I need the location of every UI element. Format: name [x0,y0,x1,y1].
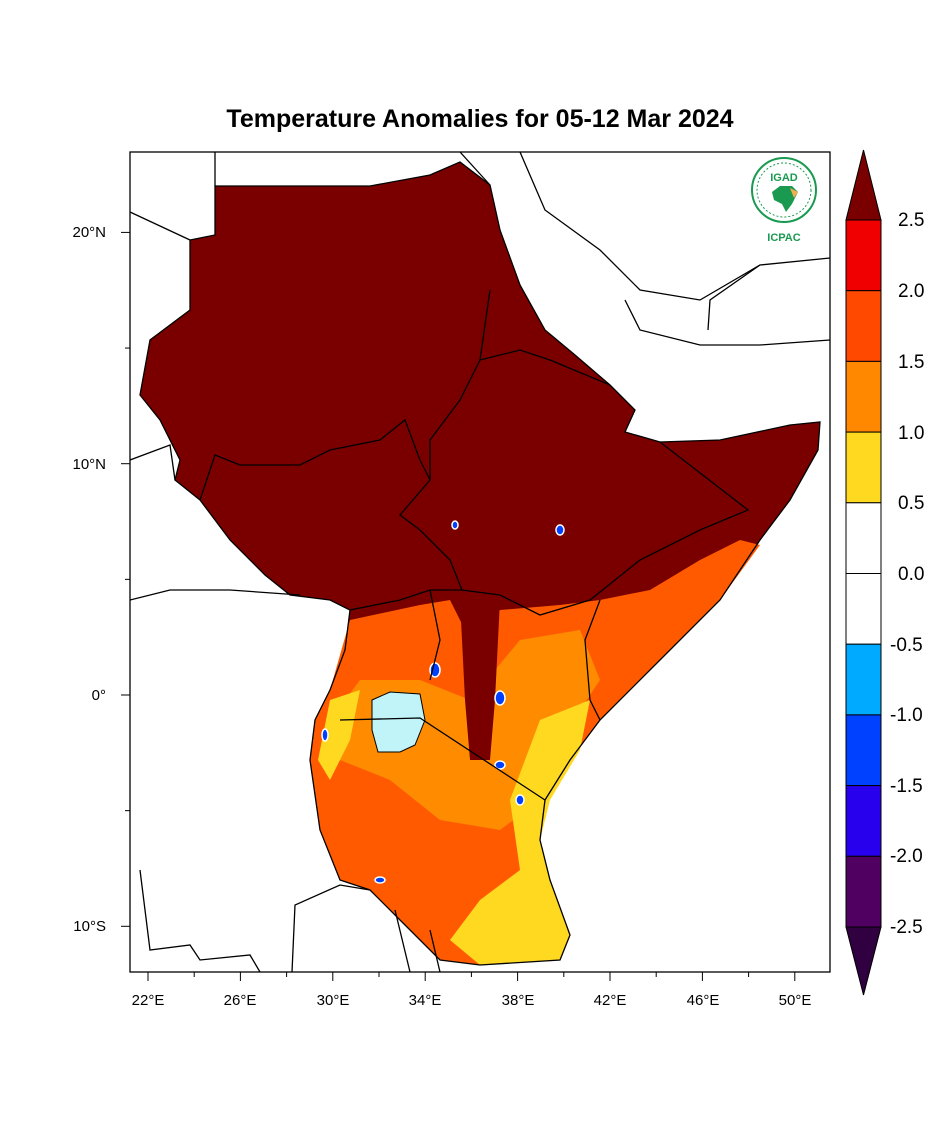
anomaly-region-rift-dark [460,600,500,760]
colorbar-label: -1.0 [890,705,923,726]
x-tick-label: 22°E [132,992,165,1009]
colorbar-segment [845,855,882,928]
colorbar-label: 2.5 [898,210,924,231]
y-tick-label: 20°N [72,224,106,241]
colorbar-label: 2.0 [898,281,924,302]
y-tick-label: 0° [92,687,106,704]
x-tick-label: 26°E [224,992,257,1009]
colorbar-label: 0.5 [898,493,924,514]
colorbar-segment [845,785,882,857]
map-area [130,152,830,972]
plot-frame [129,151,831,973]
y-tick-label: 10°S [73,918,106,935]
colorbar-segment [845,290,882,362]
anomaly-region-dark-red [140,162,820,965]
anomaly-region-yellow-west [318,690,360,780]
x-tick-label: 50°E [779,992,812,1009]
colorbar-label: -2.0 [890,846,923,867]
colorbar-segment [845,573,882,645]
colorbar-segment [845,502,882,574]
colorbar [845,149,882,996]
colorbar-label: -2.5 [890,917,923,938]
x-tick-label: 42°E [594,992,627,1009]
lake-victoria [371,691,426,753]
map-title: Temperature Anomalies for 05-12 Mar 2024 [226,105,734,133]
x-axis-labels: 22°E 26°E 30°E 34°E 38°E 42°E 46°E 50°E [132,992,812,1009]
logo-text-icpac: ICPAC [767,232,800,244]
colorbar-lower-arrow [845,926,882,996]
colorbar-segment [845,643,882,716]
y-tick-label: 10°N [72,456,106,473]
colorbar-label: 1.0 [898,423,924,444]
y-axis-labels: 20°N 10°N 0° 10°S [72,224,106,935]
colorbar-segment [845,431,882,504]
x-tick-label: 46°E [687,992,720,1009]
x-tick-label: 34°E [409,992,442,1009]
axis-ticks [121,231,796,981]
colorbar-label: -0.5 [890,635,923,656]
colorbar-segment [845,219,882,292]
anomaly-region-yellow [450,700,590,965]
colorbar-label: -1.5 [890,776,923,797]
colorbar-labels: 2.5 2.0 1.5 1.0 0.5 0.0 -0.5 -1.0 -1.5 -… [890,210,924,938]
colorbar-label: 1.5 [898,352,924,373]
colorbar-upper-arrow [845,149,882,221]
country-borders [130,152,830,972]
colorbar-label: 0.0 [898,564,924,585]
cold-spots [321,520,565,884]
x-tick-label: 30°E [317,992,350,1009]
logo-text-igad: IGAD [770,172,798,184]
colorbar-segment [845,714,882,787]
colorbar-segment [845,360,882,433]
igad-icpac-logo: IGAD ICPAC [751,157,817,244]
x-tick-label: 38°E [502,992,535,1009]
